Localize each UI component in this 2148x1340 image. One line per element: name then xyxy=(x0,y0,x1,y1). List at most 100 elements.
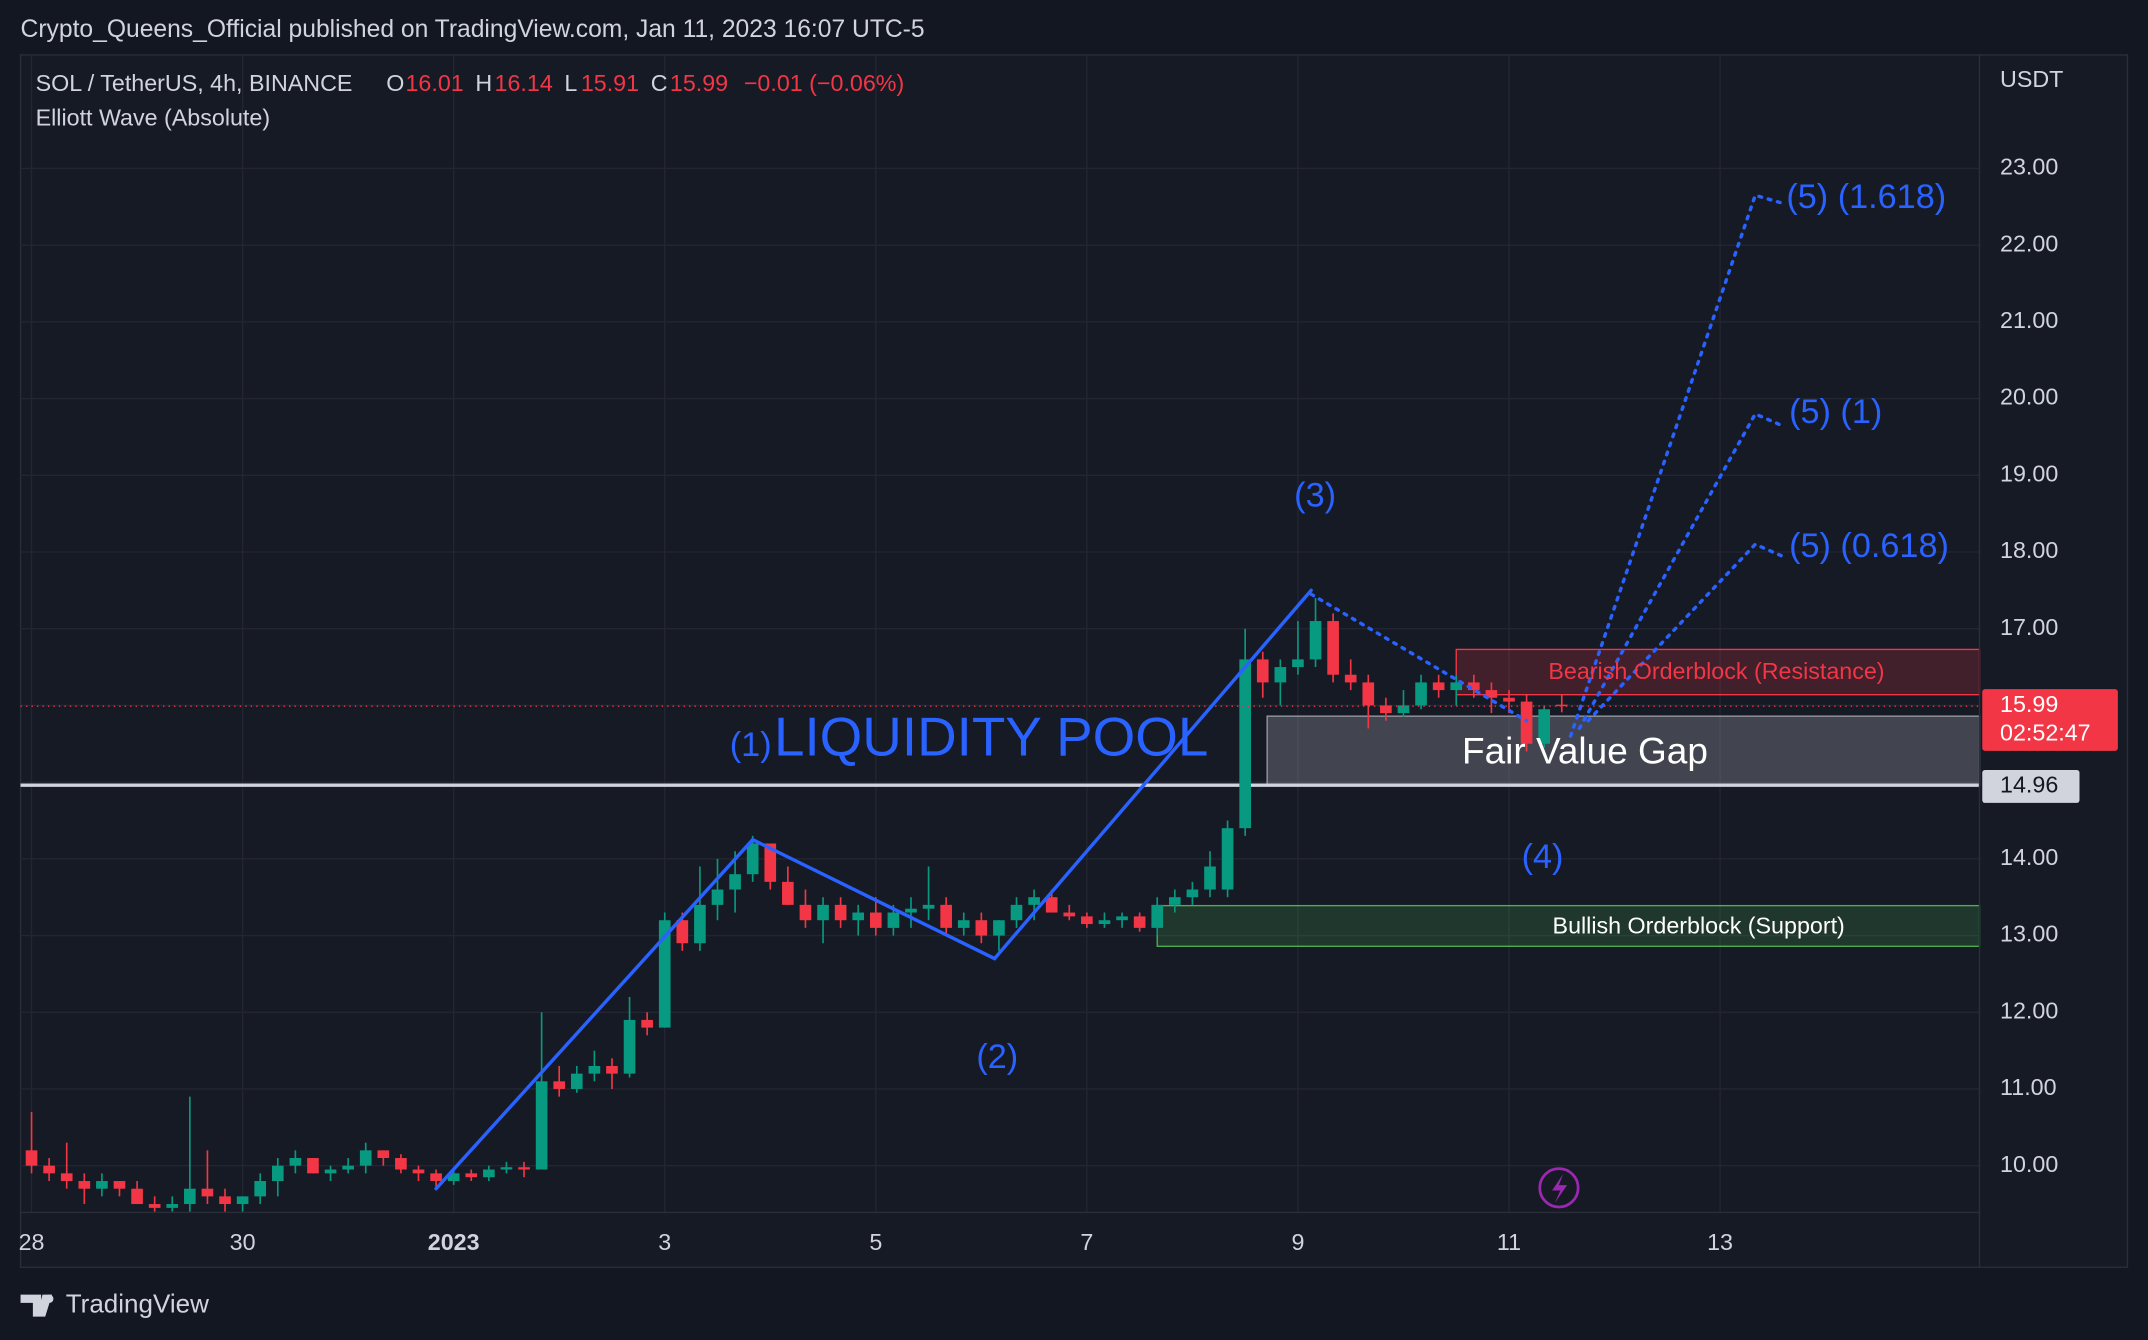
brand-logo xyxy=(20,1294,54,1317)
x-tick-label: 11 xyxy=(1497,1229,1521,1255)
candle-body xyxy=(131,1188,143,1205)
candle-body xyxy=(1380,705,1392,714)
zone-label: Bullish Orderblock (Support) xyxy=(1553,913,1845,939)
zone-label: Fair Value Gap xyxy=(1462,730,1708,771)
candle-body xyxy=(113,1181,126,1189)
candle-body xyxy=(412,1169,425,1174)
zones xyxy=(20,648,1981,947)
candle-body xyxy=(729,874,741,890)
candle-body xyxy=(1468,682,1480,691)
candle-body xyxy=(236,1196,249,1205)
candle-body xyxy=(1256,659,1269,683)
y-tick-label: 11.00 xyxy=(2000,1074,2057,1100)
wave-label: (3) xyxy=(1294,476,1336,514)
candle-body xyxy=(447,1173,460,1182)
candle-body xyxy=(324,1169,337,1174)
candles xyxy=(25,598,1568,1212)
y-tick-label: 13.00 xyxy=(2000,921,2058,947)
candle-body xyxy=(1538,709,1551,744)
candle-body xyxy=(940,904,952,928)
projection-label: (5) (1.618) xyxy=(1786,178,1946,216)
candle-body xyxy=(518,1167,530,1170)
price-tag xyxy=(1982,689,2118,751)
candle-body xyxy=(500,1167,513,1170)
candle-body xyxy=(588,1065,601,1074)
candle-body xyxy=(289,1158,302,1166)
candle-body xyxy=(1292,659,1304,668)
candle-body xyxy=(166,1204,179,1208)
candle-body xyxy=(483,1169,495,1178)
candle-body xyxy=(711,889,724,905)
candle-body xyxy=(817,904,829,921)
candle-body xyxy=(641,1019,653,1028)
open-value: 16.01 xyxy=(405,70,463,96)
candle-body xyxy=(1362,682,1375,706)
x-tick-label: 28 xyxy=(19,1229,45,1255)
candle-body xyxy=(957,920,970,928)
candle-body xyxy=(201,1188,214,1197)
y-tick-label: 10.00 xyxy=(2000,1151,2058,1177)
candle-body xyxy=(623,1019,636,1074)
x-tick-label: 5 xyxy=(869,1229,882,1255)
candle-body xyxy=(658,920,671,1028)
y-tick-label: 20.00 xyxy=(2000,384,2058,410)
x-tick-label: 2023 xyxy=(428,1229,480,1255)
grid xyxy=(20,54,1980,1213)
countdown: 02:52:47 xyxy=(2000,720,2091,746)
ohlc-letter: C xyxy=(651,70,668,96)
wave-extension xyxy=(1309,592,1529,723)
y-tick-label: 23.00 xyxy=(2000,154,2058,180)
candle-body xyxy=(1397,705,1410,714)
currency: USDT xyxy=(2000,66,2063,92)
candle-body xyxy=(834,904,847,921)
x-tick-label: 3 xyxy=(658,1229,671,1255)
projection-line xyxy=(1586,542,1784,723)
candle-body xyxy=(271,1165,284,1182)
y-tick-label: 17.00 xyxy=(2000,614,2058,640)
y-tick-label: 14.00 xyxy=(2000,844,2058,870)
candle-body xyxy=(535,1081,548,1170)
candle-body xyxy=(254,1181,267,1197)
zone-label: Bearish Orderblock (Resistance) xyxy=(1548,658,1884,684)
x-tick-label: 7 xyxy=(1080,1229,1093,1255)
candle-body xyxy=(676,920,689,944)
candle-body xyxy=(43,1165,55,1174)
candle-body xyxy=(1309,621,1322,660)
candle-body xyxy=(1186,889,1199,898)
candle-body xyxy=(1116,916,1128,921)
ohlc-letter: L xyxy=(564,70,577,96)
candle-body xyxy=(993,920,1005,936)
x-tick-label: 30 xyxy=(230,1229,256,1255)
candle-body xyxy=(869,912,882,928)
candle-body xyxy=(1274,667,1287,683)
candle-body xyxy=(606,1065,618,1074)
candle-body xyxy=(1450,682,1463,691)
candle-body xyxy=(1344,674,1357,683)
current-price: 15.99 xyxy=(2000,691,2058,717)
candle-body xyxy=(553,1081,566,1089)
y-tick-label: 22.00 xyxy=(2000,230,2058,256)
candle-body xyxy=(852,912,865,921)
candle-body xyxy=(1045,897,1058,913)
candle-body xyxy=(148,1204,161,1208)
candle-body xyxy=(1520,701,1533,744)
candle-body xyxy=(1204,866,1216,890)
candle-body xyxy=(1010,904,1023,921)
y-tick-label: 21.00 xyxy=(2000,307,2058,333)
high-value: 16.14 xyxy=(495,70,553,96)
y-tick-label: 12.00 xyxy=(2000,997,2058,1023)
candle-body xyxy=(1133,916,1146,928)
wave-line xyxy=(434,588,1313,1191)
wave-label: (1) xyxy=(730,726,772,764)
wave-label: (2) xyxy=(976,1038,1018,1076)
projection-line xyxy=(1568,193,1784,738)
candle-body xyxy=(570,1073,583,1089)
alert-icon[interactable] xyxy=(1538,1167,1580,1209)
candle-body xyxy=(905,908,917,913)
candle-body xyxy=(430,1173,442,1182)
candle-body xyxy=(1327,621,1339,675)
candle-body xyxy=(219,1196,231,1205)
publisher: Crypto_Queens_Official published on Trad… xyxy=(21,16,925,43)
ohlc-letter: H xyxy=(475,70,492,96)
candle-body xyxy=(922,904,935,909)
